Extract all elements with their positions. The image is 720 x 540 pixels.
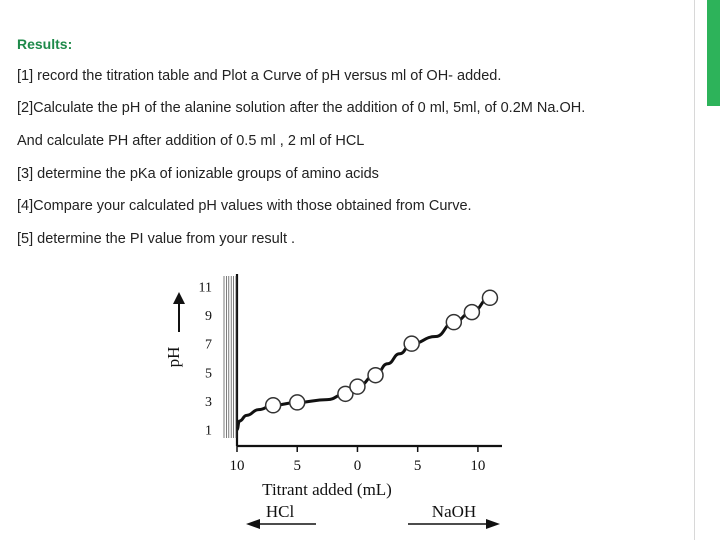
y-tick-label: 7 [205, 338, 212, 353]
naoh-arrow-head [486, 519, 500, 529]
data-point-marker [445, 313, 463, 331]
slide-edge-line [694, 0, 695, 540]
titration-curve-chart: 1 3 5 7 9 11 10 5 0 5 10 pH Titrant added (mL) HCl… [164, 274, 502, 529]
naoh-direction-label: NaOH [432, 502, 476, 521]
instruction-item-6: [5] determine the PI value from your res… [17, 231, 296, 247]
data-point-marker [288, 394, 306, 411]
data-point-marker [367, 366, 384, 384]
instruction-item-3: And calculate PH after addition of 0.5 m… [17, 133, 365, 149]
chart-markers [264, 289, 499, 414]
y-tick-label: 3 [205, 395, 212, 410]
chart-axes [173, 274, 502, 529]
x-tick-label: 10 [470, 458, 485, 474]
chart-ticks: 1 3 5 7 9 11 10 5 0 5 10 [199, 276, 485, 474]
y-axis-label: pH [164, 347, 183, 368]
y-tick-label: 5 [205, 366, 212, 381]
instruction-item-4: [3] determine the pKa of ionizable group… [17, 166, 379, 182]
instruction-item-5: [4]Compare your calculated pH values wit… [17, 198, 472, 214]
x-tick-label: 5 [414, 458, 422, 474]
x-axis-label: Titrant added (mL) [262, 480, 392, 499]
data-point-marker [337, 385, 354, 403]
y-tick-label: 9 [205, 309, 212, 324]
hcl-direction-label: HCl [266, 502, 295, 521]
x-tick-label: 5 [293, 458, 301, 474]
x-tick-label: 10 [230, 458, 245, 474]
data-point-marker [463, 303, 481, 321]
instruction-item-1: [1] record the titration table and Plot … [17, 68, 502, 84]
ph-arrow-head [173, 292, 185, 304]
hcl-arrow-head [246, 519, 260, 529]
accent-bar [707, 0, 720, 106]
y-tick-label: 11 [199, 280, 212, 295]
results-heading: Results: [17, 36, 73, 52]
data-point-marker [481, 289, 499, 307]
instruction-item-2: [2]Calculate the pH of the alanine solut… [17, 100, 586, 116]
data-point-marker [349, 378, 366, 395]
x-tick-label: 0 [354, 458, 362, 474]
data-point-marker [403, 335, 420, 352]
y-tick-label: 1 [205, 424, 212, 439]
data-point-marker [264, 397, 282, 414]
